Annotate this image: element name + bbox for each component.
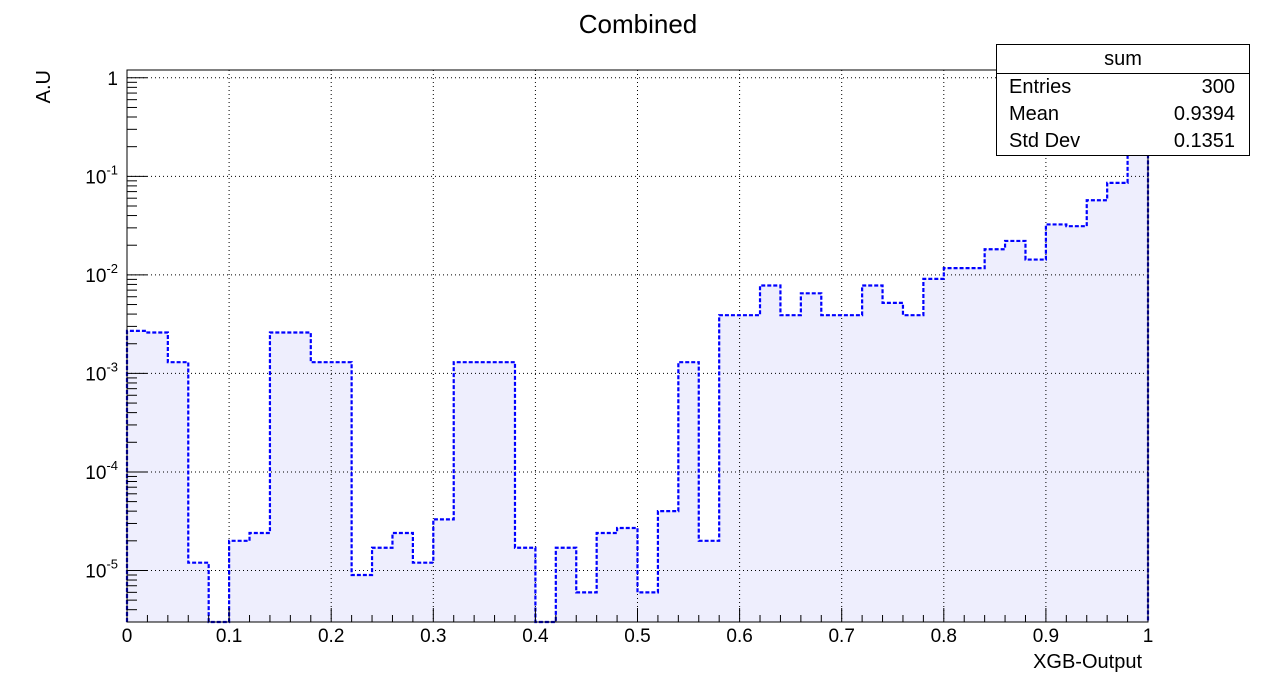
stats-key: Std Dev — [1009, 130, 1081, 152]
y-tick-label: 1 — [107, 69, 118, 90]
y-axis-label: A.U — [33, 70, 55, 103]
stats-row-mean: Mean 0.9394 — [997, 101, 1249, 128]
x-tick-label: 0.2 — [318, 626, 344, 647]
stats-value: 300 — [1201, 76, 1235, 98]
y-tick-label: 10-1 — [85, 162, 118, 188]
x-tick-label: 0.3 — [420, 626, 446, 647]
stats-row-stddev: Std Dev 0.1351 — [997, 128, 1249, 155]
stats-key: Mean — [1009, 103, 1060, 125]
x-axis-ticks: 0 0.1 0.2 0.3 0.4 0.5 0.6 0.7 0.8 0.9 1 — [122, 608, 1154, 647]
y-tick-label: 10-2 — [85, 261, 118, 287]
stats-value: 0.1351 — [1173, 130, 1235, 152]
x-tick-label: 0.9 — [1033, 626, 1059, 647]
chart-title: Combined — [579, 9, 698, 39]
histogram-series-line — [125, 147, 1150, 624]
stats-key: Entries — [1009, 76, 1072, 98]
stats-value: 0.9394 — [1173, 103, 1235, 125]
x-tick-label: 0.1 — [216, 626, 242, 647]
x-tick-label: 1 — [1143, 626, 1154, 647]
plot-area: 0 0.1 0.2 0.3 0.4 0.5 0.6 0.7 0.8 0.9 110-510-410-… — [85, 69, 1153, 647]
y-tick-label: 10-5 — [85, 556, 118, 582]
x-tick-label: 0.5 — [624, 626, 650, 647]
y-tick-label: 10-3 — [85, 359, 118, 385]
y-tick-label: 10-4 — [85, 458, 118, 484]
histogram-fill — [127, 148, 1148, 622]
x-axis-label: XGB-Output — [1033, 651, 1142, 673]
stats-box: sum Entries 300 Mean 0.9394 Std Dev 0.13… — [996, 44, 1250, 156]
x-tick-label: 0.7 — [828, 626, 854, 647]
x-tick-label: 0 — [122, 626, 133, 647]
x-tick-label: 0.8 — [931, 626, 957, 647]
x-tick-label: 0.4 — [522, 626, 549, 647]
x-tick-label: 0.6 — [726, 626, 752, 647]
stats-row-entries: Entries 300 — [997, 74, 1249, 101]
stats-title: sum — [997, 45, 1249, 74]
y-axis-ticks: 10-5 10-4 10-3 10-2 10-1 1 — [85, 69, 147, 623]
